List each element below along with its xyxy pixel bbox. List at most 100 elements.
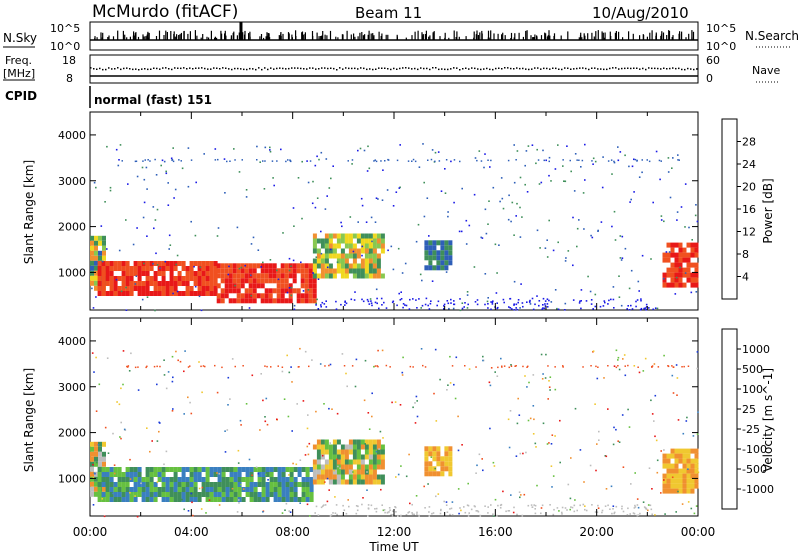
echo-cell bbox=[133, 261, 138, 266]
echo-cell bbox=[228, 278, 233, 284]
ground-scatter-echo bbox=[599, 305, 602, 308]
scatter-echo bbox=[592, 157, 595, 160]
scatter-echo bbox=[163, 160, 166, 163]
ground-scatter-echo bbox=[576, 509, 578, 512]
echo-cell bbox=[197, 286, 202, 291]
scatter-echo bbox=[187, 510, 190, 512]
scatter-echo bbox=[190, 220, 192, 223]
freq-point bbox=[396, 68, 398, 70]
scatter-echo bbox=[152, 206, 155, 208]
echo-cell bbox=[297, 482, 302, 487]
scatter-echo bbox=[529, 417, 532, 420]
echo-cell bbox=[288, 283, 293, 289]
freq-point bbox=[147, 68, 149, 71]
echo-cell bbox=[228, 288, 233, 294]
echo-cell bbox=[670, 488, 675, 494]
echo-cell bbox=[332, 273, 337, 279]
far-range-echo bbox=[537, 159, 540, 161]
echo-cell bbox=[380, 479, 385, 485]
scatter-echo bbox=[337, 465, 339, 468]
scatter-echo bbox=[500, 177, 503, 179]
echo-cell bbox=[666, 252, 671, 258]
scatter-echo bbox=[194, 285, 197, 288]
ground-scatter-echo bbox=[513, 506, 515, 509]
echo-cell bbox=[237, 477, 242, 482]
scatter-echo bbox=[525, 150, 528, 152]
ground-scatter-echo bbox=[315, 304, 317, 306]
echo-cell bbox=[682, 463, 687, 469]
scatter-echo bbox=[264, 420, 267, 423]
scatter-echo bbox=[486, 300, 489, 303]
date-title: 10/Aug/2010 bbox=[592, 4, 689, 22]
echo-cell bbox=[293, 497, 298, 502]
freq-point bbox=[360, 67, 362, 69]
ground-scatter-echo bbox=[573, 510, 576, 513]
echo-cell bbox=[281, 467, 286, 472]
ground-scatter-echo bbox=[459, 507, 461, 509]
far-range-echo bbox=[427, 159, 429, 161]
echo-cell bbox=[296, 268, 301, 274]
echo-cell bbox=[173, 492, 178, 497]
ground-scatter-echo bbox=[630, 304, 632, 307]
nsky-spike bbox=[444, 37, 446, 40]
echo-cell bbox=[304, 278, 309, 284]
echo-cell bbox=[97, 291, 102, 296]
echo-cell bbox=[125, 291, 130, 296]
ground-scatter-echo bbox=[556, 507, 559, 509]
echo-cell bbox=[94, 471, 98, 477]
freq-point bbox=[219, 68, 221, 70]
scatter-echo bbox=[169, 244, 172, 246]
echo-cell bbox=[674, 252, 679, 258]
echo-cell bbox=[436, 240, 441, 246]
far-range-echo bbox=[328, 364, 330, 367]
echo-cell bbox=[94, 255, 98, 261]
echo-cell bbox=[360, 248, 365, 254]
freq-point bbox=[435, 67, 437, 69]
freq-point bbox=[246, 68, 248, 71]
scatter-echo bbox=[633, 158, 635, 161]
echo-cell bbox=[284, 268, 289, 274]
echo-cell bbox=[360, 439, 365, 445]
far-range-echo bbox=[407, 160, 410, 162]
echo-cell bbox=[90, 280, 94, 286]
echo-cell bbox=[372, 233, 377, 239]
scatter-echo bbox=[171, 355, 174, 358]
far-range-echo bbox=[297, 366, 300, 368]
nsky-spike bbox=[497, 33, 499, 40]
scatter-echo bbox=[548, 174, 550, 177]
echo-cell bbox=[225, 482, 230, 487]
scatter-echo bbox=[612, 443, 615, 446]
nsky-spike bbox=[133, 35, 135, 40]
echo-cell bbox=[682, 252, 687, 258]
echo-cell bbox=[360, 238, 365, 244]
nsky-spike bbox=[628, 31, 630, 40]
echo-cell bbox=[674, 483, 679, 489]
echo-cell bbox=[312, 233, 317, 239]
echo-cell bbox=[340, 263, 345, 269]
echo-cell bbox=[265, 467, 270, 472]
nsky-spike bbox=[108, 35, 110, 40]
echo-cell bbox=[137, 281, 142, 286]
echo-cell bbox=[121, 487, 126, 492]
ground-scatter-echo bbox=[366, 298, 369, 301]
scatter-echo bbox=[361, 254, 363, 257]
scatter-echo bbox=[528, 381, 530, 384]
echo-cell bbox=[177, 492, 182, 497]
ground-scatter-echo bbox=[521, 302, 524, 304]
freq-point bbox=[621, 67, 623, 70]
echo-cell bbox=[273, 487, 278, 492]
scatter-echo bbox=[551, 434, 554, 436]
scatter-echo bbox=[399, 404, 402, 406]
far-range-echo bbox=[543, 159, 545, 162]
echo-cell bbox=[380, 248, 385, 254]
echo-cell bbox=[102, 456, 106, 462]
scatter-echo bbox=[559, 419, 561, 422]
echo-cell bbox=[340, 268, 345, 274]
echo-cell bbox=[308, 293, 313, 299]
nsky-spike bbox=[214, 37, 216, 40]
far-range-echo bbox=[453, 159, 456, 161]
ground-scatter-echo bbox=[492, 300, 494, 302]
scatter-echo bbox=[269, 146, 271, 149]
scatter-echo bbox=[444, 168, 446, 170]
echo-cell bbox=[662, 277, 667, 283]
